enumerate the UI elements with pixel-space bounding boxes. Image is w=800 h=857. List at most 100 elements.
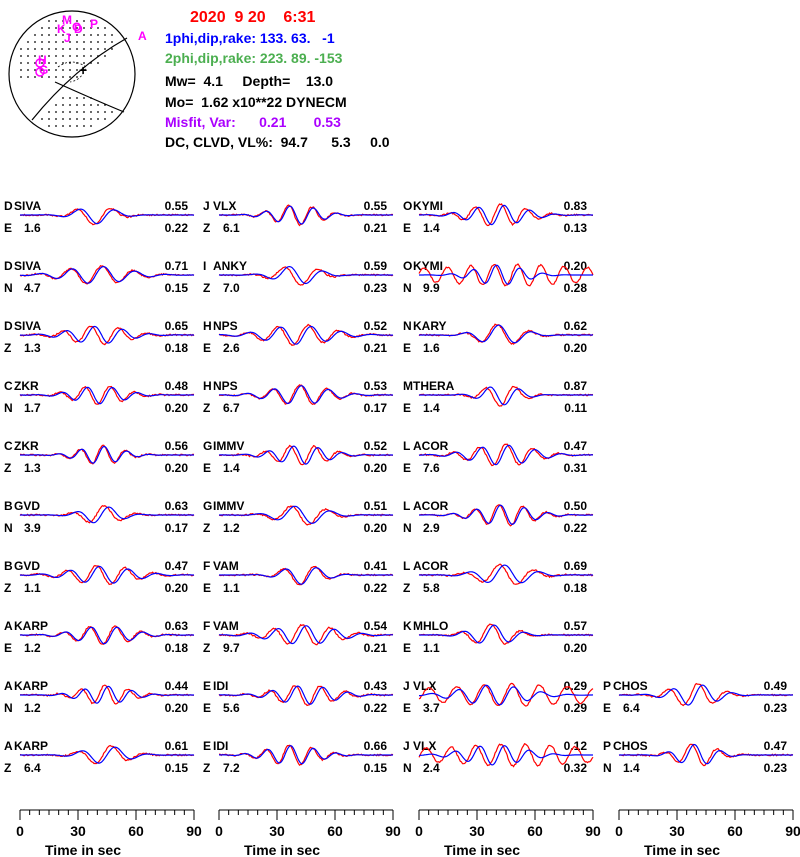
axis-title: Time in sec xyxy=(244,842,320,857)
tension-dot xyxy=(83,41,85,43)
tension-dot xyxy=(111,41,113,43)
tension-dot xyxy=(83,62,85,64)
component-label: N xyxy=(403,521,412,535)
component-label: Z xyxy=(4,761,11,775)
synthetic-trace xyxy=(219,567,393,585)
synthetic-trace xyxy=(20,386,194,405)
correlation-value: 0.43 xyxy=(364,679,388,693)
tension-dot xyxy=(62,34,64,36)
tension-dot xyxy=(83,27,85,29)
correlation-value: 0.63 xyxy=(165,619,189,633)
tension-dot xyxy=(55,62,57,64)
station-name: THERA xyxy=(413,379,455,393)
tick-label: 30 xyxy=(669,823,685,839)
tension-dot xyxy=(69,118,71,120)
tension-dot xyxy=(55,20,57,22)
correlation-value: 0.52 xyxy=(364,439,388,453)
synthetic-trace xyxy=(19,565,194,584)
tension-dot xyxy=(27,41,29,43)
tension-dot xyxy=(62,62,64,64)
tension-dot xyxy=(48,27,50,29)
tension-dot xyxy=(69,69,71,71)
station-panel: F VAM 0.41 E 1.1 0.22 xyxy=(203,559,394,595)
station-code: C xyxy=(4,439,13,453)
correlation-value: 0.63 xyxy=(165,499,189,513)
distance-value: 6.4 xyxy=(24,761,41,775)
component-label: Z xyxy=(203,641,210,655)
distance-value: 6.4 xyxy=(623,701,640,715)
correlation-value: 0.52 xyxy=(364,319,388,333)
distance-value: 1.3 xyxy=(24,341,41,355)
correlation-value: 0.66 xyxy=(364,739,388,753)
station-code: J xyxy=(403,679,410,693)
amplitude-value: 0.29 xyxy=(564,701,588,715)
tension-dot xyxy=(90,104,92,106)
tick-label: 90 xyxy=(585,823,601,839)
station-name: MHLO xyxy=(413,619,448,633)
station-panel: D SIVA 0.55 E 1.6 0.22 xyxy=(4,199,195,235)
component-label: E xyxy=(403,401,411,415)
component-label: E xyxy=(4,221,12,235)
component-label: Z xyxy=(203,761,210,775)
time-axis: 0 30 60 90 Time in sec xyxy=(615,809,800,857)
amplitude-value: 0.18 xyxy=(165,641,189,655)
correlation-value: 0.55 xyxy=(165,199,189,213)
station-name: VAM xyxy=(213,559,239,573)
station-code: O xyxy=(403,259,412,273)
tick-label: 0 xyxy=(615,823,623,839)
tension-dot xyxy=(104,104,106,106)
station-panel: E IDI 0.66 Z 7.2 0.15 xyxy=(203,739,394,775)
component-label: Z xyxy=(4,341,11,355)
station-code: H xyxy=(203,379,212,393)
marker-o: O xyxy=(72,20,81,34)
amplitude-value: 0.20 xyxy=(564,641,588,655)
tension-dot xyxy=(104,41,106,43)
tension-dot xyxy=(76,125,78,127)
component-label: E xyxy=(403,701,411,715)
distance-value: 1.6 xyxy=(423,341,440,355)
station-code: D xyxy=(4,259,13,273)
station-code: K xyxy=(403,619,412,633)
tick-label: 30 xyxy=(70,823,86,839)
component-label: E xyxy=(403,221,411,235)
distance-value: 1.4 xyxy=(223,461,240,475)
station-name: KARY xyxy=(413,319,447,333)
component-label: E xyxy=(203,341,211,355)
tick-label: 60 xyxy=(327,823,343,839)
station-name: IDI xyxy=(213,739,228,753)
tension-dot xyxy=(97,118,99,120)
synthetic-trace xyxy=(419,444,593,466)
tension-dot xyxy=(41,76,43,78)
tension-dot xyxy=(97,48,99,50)
distance-value: 9.9 xyxy=(423,281,440,295)
component-label: N xyxy=(4,401,13,415)
station-name: ANKY xyxy=(213,259,247,273)
amplitude-value: 0.22 xyxy=(364,581,388,595)
marker-a: A xyxy=(138,29,147,43)
tension-dot xyxy=(76,62,78,64)
station-panel: N KARY 0.62 E 1.6 0.20 xyxy=(403,319,594,355)
amplitude-value: 0.20 xyxy=(165,401,189,415)
amplitude-value: 0.20 xyxy=(165,581,189,595)
amplitude-value: 0.22 xyxy=(564,521,588,535)
correlation-value: 0.57 xyxy=(564,619,588,633)
station-name: KARP xyxy=(14,679,48,693)
station-panel: K MHLO 0.57 E 1.1 0.20 xyxy=(403,619,594,655)
marker-p: P xyxy=(90,17,98,31)
amplitude-value: 0.22 xyxy=(165,221,189,235)
component-label: Z xyxy=(4,581,11,595)
tension-dot xyxy=(48,55,50,57)
tension-dot xyxy=(27,55,29,57)
tension-dot xyxy=(90,20,92,22)
tension-dot xyxy=(62,20,64,22)
axis-title: Time in sec xyxy=(45,842,121,857)
tension-dot xyxy=(83,34,85,36)
correlation-value: 0.50 xyxy=(564,499,588,513)
station-panel: J VLX 0.55 Z 6.1 0.21 xyxy=(203,199,394,235)
tension-dot xyxy=(97,55,99,57)
station-name: NPS xyxy=(213,379,238,393)
tension-dot xyxy=(83,55,85,57)
tension-dot xyxy=(34,69,36,71)
plane1-params: 1phi,dip,rake: 133. 63. -1 xyxy=(165,30,335,46)
